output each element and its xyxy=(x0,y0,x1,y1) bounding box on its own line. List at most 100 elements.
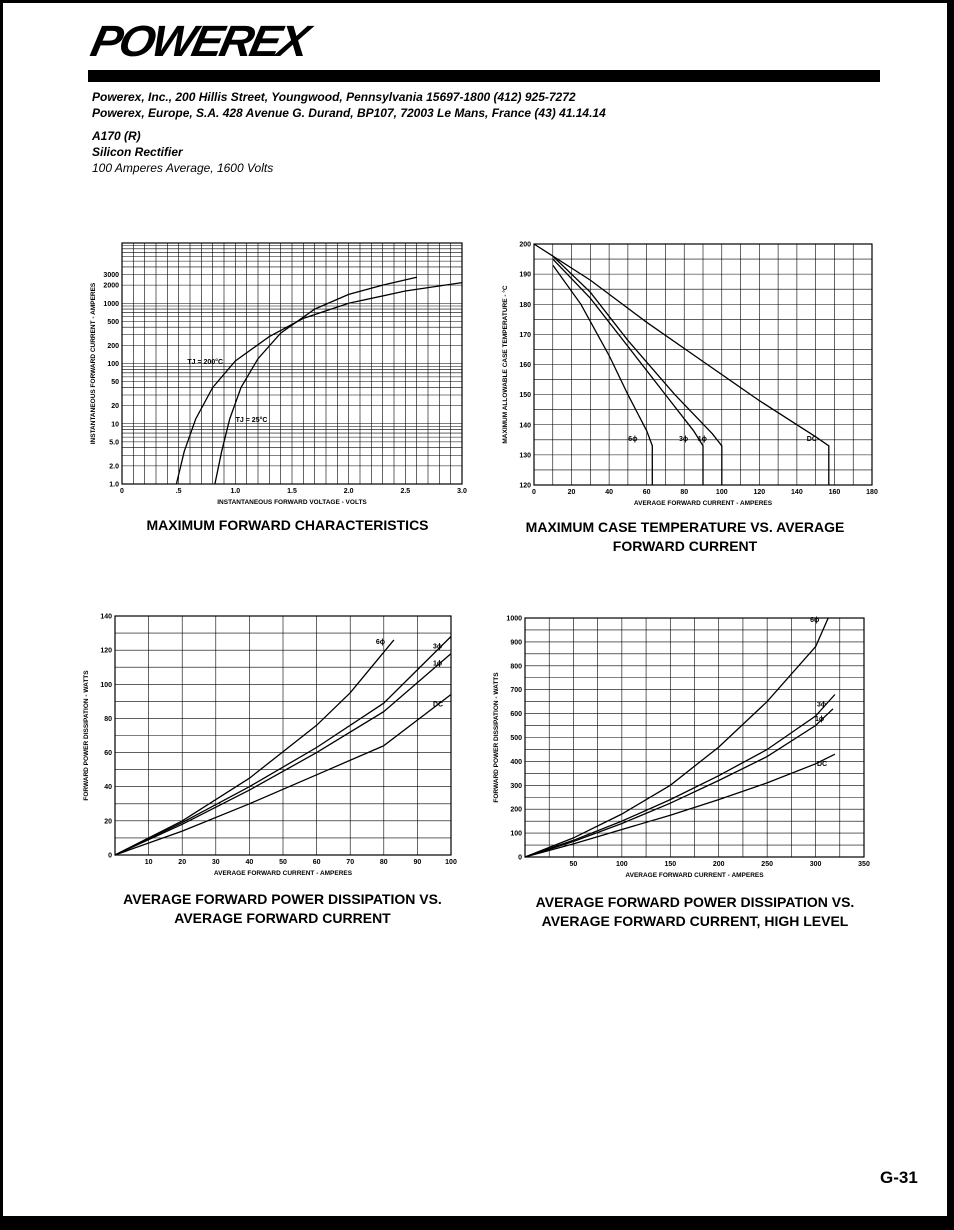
chart3-x-tick-label: 90 xyxy=(414,859,422,866)
chart4-x-tick-label: 200 xyxy=(713,861,725,868)
chart2-y-tick-label: 160 xyxy=(519,362,531,369)
chart2-y-tick-label: 190 xyxy=(519,272,531,279)
product-rating: 100 Amperes Average, 1600 Volts xyxy=(92,161,274,175)
chart4-y-tick-label: 300 xyxy=(510,783,522,790)
chart4-x-tick-label: 350 xyxy=(858,861,870,868)
chart2-y-tick-label: 200 xyxy=(519,242,531,249)
chart1-x-tick-label: .5 xyxy=(176,488,182,495)
chart4-series-label: DC xyxy=(817,761,827,768)
chart1-y-tick-label: 10 xyxy=(111,421,119,428)
chart1-y-tick-label: 100 xyxy=(107,361,119,368)
chart4-y-tick-label: 800 xyxy=(510,663,522,670)
chart2-title: MAXIMUM CASE TEMPERATURE VS. AVERAGE FOR… xyxy=(525,519,845,554)
chart2-series-label: DC xyxy=(807,436,817,443)
chart2-x-axis-label: AVERAGE FORWARD CURRENT - AMPERES xyxy=(634,500,773,507)
chart4-y-tick-label: 100 xyxy=(510,831,522,838)
chart1-x-tick-label: 3.0 xyxy=(457,488,467,495)
chart2-x-tick-label: 160 xyxy=(829,489,841,496)
chart1-y-tick-label: 1000 xyxy=(103,301,119,308)
chart1-x-tick-label: 1.0 xyxy=(230,488,240,495)
chart3-series-line xyxy=(114,639,395,856)
chart3-x-tick-label: 50 xyxy=(279,859,287,866)
chart2-x-tick-label: 80 xyxy=(680,489,688,496)
chart1-y-axis-label: INSTANTANEOUS FORWARD CURRENT - AMPERES xyxy=(90,282,97,444)
chart2-y-tick-label: 150 xyxy=(519,392,531,399)
chart4-y-tick-label: 700 xyxy=(510,687,522,694)
chart4-series-line xyxy=(524,708,834,858)
chart3-y-tick-label: 100 xyxy=(100,682,112,689)
chart2-series-label: 6ϕ xyxy=(628,436,637,443)
chart4-series-label: 6ϕ xyxy=(810,617,819,624)
chart2-x-tick-label: 20 xyxy=(568,489,576,496)
chart3-y-tick-label: 40 xyxy=(104,784,112,791)
chart3-series-line xyxy=(114,636,452,856)
chart3-x-tick-label: 40 xyxy=(246,859,254,866)
chart4-series-line xyxy=(524,617,829,858)
chart1-y-tick-label: 5.0 xyxy=(109,439,119,446)
chart3-series-line xyxy=(114,693,452,856)
chart2-x-tick-label: 60 xyxy=(643,489,651,496)
chart3-x-tick-label: 100 xyxy=(445,859,457,866)
chart3-x-tick-label: 70 xyxy=(346,859,354,866)
chart3-y-tick-label: 60 xyxy=(104,750,112,757)
chart1-y-tick-label: 2000 xyxy=(103,283,119,290)
chart2-series-label: 3ϕ xyxy=(679,436,688,443)
chart1-x-tick-label: 2.5 xyxy=(400,488,410,495)
chart3-y-axis-label: FORWARD POWER DISSIPATION - WATTS xyxy=(83,670,90,801)
chart1-series-label: TJ = 200°C xyxy=(187,358,223,366)
chart2-series-line xyxy=(533,243,830,485)
chart2-series-label: 1ϕ xyxy=(698,436,707,443)
chart4-y-tick-label: 500 xyxy=(510,735,522,742)
chart1-title: MAXIMUM FORWARD CHARACTERISTICS xyxy=(146,517,429,533)
page-number: G-31 xyxy=(880,1168,918,1187)
chart4-x-axis-label: AVERAGE FORWARD CURRENT - AMPERES xyxy=(625,872,764,879)
chart2-x-tick-label: 0 xyxy=(532,489,536,496)
chart2-x-tick-label: 100 xyxy=(716,489,728,496)
chart2-x-tick-label: 140 xyxy=(791,489,803,496)
chart1-x-axis-label: INSTANTANEOUS FORWARD VOLTAGE - VOLTS xyxy=(217,499,367,506)
address-europe: Powerex, Europe, S.A. 428 Avenue G. Dura… xyxy=(92,106,606,120)
chart4-y-tick-label: 0 xyxy=(518,855,522,862)
chart4-y-tick-label: 1000 xyxy=(506,616,522,623)
chart1-series-line xyxy=(214,276,417,485)
chart4-x-tick-label: 50 xyxy=(570,861,578,868)
chart2-series-line xyxy=(552,258,704,485)
chart2-y-tick-label: 140 xyxy=(519,422,531,429)
chart3-x-tick-label: 80 xyxy=(380,859,388,866)
chart1-series-label: TJ = 25°C xyxy=(236,416,268,424)
chart1-y-tick-label: 50 xyxy=(111,379,119,386)
chart3-title: AVERAGE FORWARD POWER DISSIPATION VS. AV… xyxy=(123,891,442,926)
chart3-series-label: DC xyxy=(433,702,443,709)
chart3-y-tick-label: 140 xyxy=(100,614,112,621)
chart4-y-tick-label: 200 xyxy=(510,807,522,814)
chart3-x-axis-label: AVERAGE FORWARD CURRENT - AMPERES xyxy=(214,870,353,877)
chart1-x-tick-label: 2.0 xyxy=(344,488,354,495)
datasheet-page xyxy=(3,3,947,1216)
chart1-series-line xyxy=(175,281,463,485)
chart4-series-label: 1ϕ xyxy=(815,716,824,723)
chart4-title: AVERAGE FORWARD POWER DISSIPATION VS. AV… xyxy=(535,894,855,929)
chart3-series-line xyxy=(114,653,452,856)
header-rule xyxy=(88,70,880,82)
chart1-y-tick-label: 3000 xyxy=(103,272,119,279)
chart2-y-tick-label: 130 xyxy=(519,452,531,459)
chart4-x-tick-label: 300 xyxy=(810,861,822,868)
chart1-y-tick-label: 200 xyxy=(107,343,119,350)
chart2-series-line xyxy=(552,264,653,485)
product-type: Silicon Rectifier xyxy=(92,145,183,159)
chart4-series-line xyxy=(524,753,836,858)
address-us: Powerex, Inc., 200 Hillis Street, Youngw… xyxy=(92,90,576,104)
chart1-y-tick-label: 2.0 xyxy=(109,463,119,470)
chart3-y-tick-label: 120 xyxy=(100,648,112,655)
chart3-x-tick-label: 10 xyxy=(145,859,153,866)
chart2-x-tick-label: 40 xyxy=(605,489,613,496)
chart4-y-axis-label: FORWARD POWER DISSIPATION - WATTS xyxy=(493,672,500,803)
chart4-y-tick-label: 900 xyxy=(510,639,522,646)
chart2-y-axis-label: MAXIMUM ALLOWABLE CASE TEMPERATURE - °C xyxy=(501,285,509,444)
chart2-y-tick-label: 170 xyxy=(519,332,531,339)
chart2-x-tick-label: 180 xyxy=(866,489,878,496)
chart3-x-tick-label: 60 xyxy=(313,859,321,866)
chart1-y-tick-label: 500 xyxy=(107,319,119,326)
chart1-y-tick-label: 1.0 xyxy=(109,482,119,489)
